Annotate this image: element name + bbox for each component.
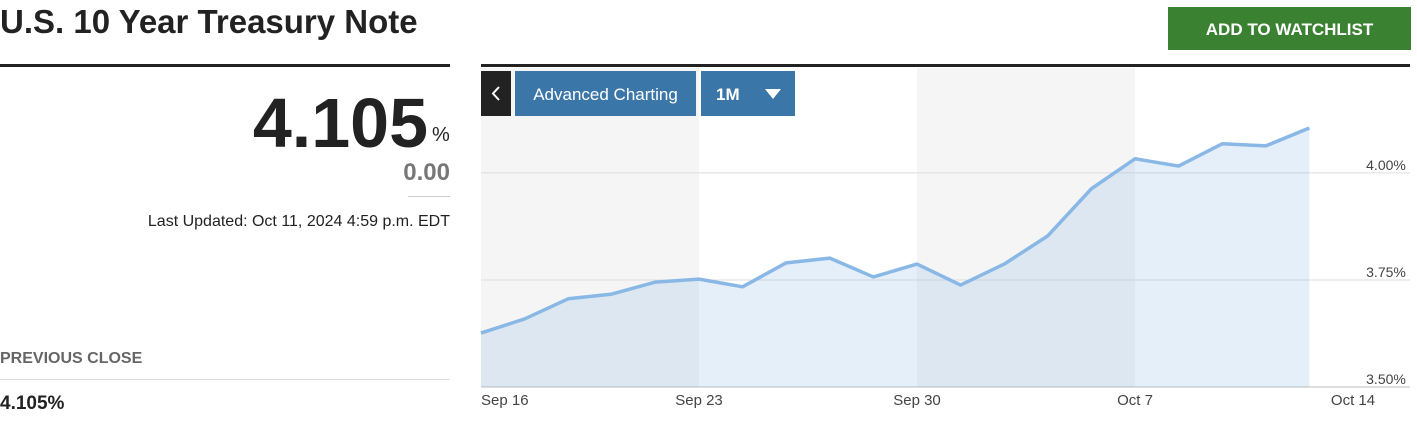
advanced-button[interactable]: Advanced Charting bbox=[515, 71, 696, 116]
y-tick-label: 3.50% bbox=[1366, 371, 1406, 387]
area bbox=[481, 127, 1310, 387]
price-unit: % bbox=[432, 124, 450, 146]
dropdown-arrow[interactable] bbox=[765, 89, 781, 99]
y-tick-label: 4.00% bbox=[1366, 157, 1406, 173]
x-tick-label: Sep 16 bbox=[481, 392, 529, 409]
page-title: U.S. 10 Year Treasury Note bbox=[0, 3, 418, 40]
y-tick-label: 3.75% bbox=[1366, 264, 1406, 280]
x-tick-label: Oct 7 bbox=[1117, 392, 1153, 409]
week-band bbox=[481, 68, 699, 387]
price: 4.105 bbox=[253, 84, 428, 162]
back-icon[interactable] bbox=[491, 86, 500, 101]
x-tick-label: Sep 23 bbox=[675, 392, 723, 409]
week-band bbox=[917, 68, 1135, 387]
x-tick-label: Sep 30 bbox=[893, 392, 941, 409]
advanced-bg[interactable] bbox=[515, 71, 696, 116]
change: 0.00 bbox=[403, 159, 450, 186]
back-button[interactable] bbox=[481, 71, 511, 116]
range-bg[interactable] bbox=[701, 71, 795, 116]
back-bg[interactable] bbox=[481, 71, 511, 116]
advanced-label[interactable]: Advanced Charting bbox=[533, 85, 678, 104]
button-bg[interactable] bbox=[1168, 7, 1411, 50]
prev-close-value: 4.105% bbox=[0, 393, 65, 414]
watchlist-button[interactable]: ADD TO WATCHLIST bbox=[1168, 7, 1411, 50]
range-dropdown[interactable]: 1M bbox=[701, 71, 795, 116]
range-label[interactable]: 1M bbox=[716, 85, 740, 104]
last-updated: Last Updated: Oct 11, 2024 4:59 p.m. EDT bbox=[148, 213, 450, 230]
chart: 3.50% 3.75% 4.00% Sep 16 Sep 23 Sep 30 Oct 7 Oc… bbox=[480, 68, 1410, 409]
prev-close-label: PREVIOUS CLOSE bbox=[0, 350, 143, 367]
line bbox=[480, 126, 1311, 335]
button-label[interactable]: ADD TO WATCHLIST bbox=[1206, 20, 1374, 39]
x-tick-label: Oct 14 bbox=[1331, 392, 1375, 409]
